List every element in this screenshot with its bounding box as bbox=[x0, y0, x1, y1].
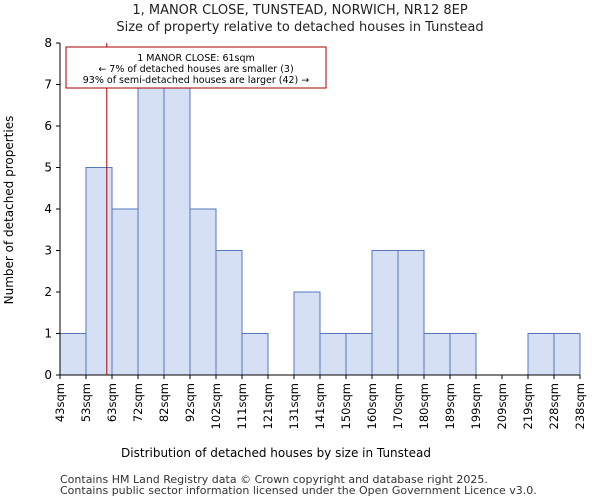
bar-150sqm bbox=[345, 333, 373, 376]
bar-219sqm bbox=[527, 333, 555, 376]
annotation-line-3: 93% of semi-detached houses are larger (… bbox=[83, 75, 310, 86]
annotation-line-1: 1 MANOR CLOSE: 61sqm bbox=[137, 53, 255, 64]
x-tick-label: 72sqm bbox=[131, 383, 145, 422]
x-tick-label: 180sqm bbox=[417, 383, 431, 429]
y-tick-label: 0 bbox=[44, 368, 52, 382]
x-tick-label: 121sqm bbox=[261, 383, 275, 429]
x-tick-label: 111sqm bbox=[235, 383, 249, 429]
chart-title: 1, MANOR CLOSE, TUNSTEAD, NORWICH, NR12 … bbox=[132, 3, 468, 18]
bar-160sqm bbox=[371, 250, 399, 376]
x-tick-label: 150sqm bbox=[339, 383, 353, 429]
bar-180sqm bbox=[423, 333, 451, 376]
bar-170sqm bbox=[397, 250, 425, 376]
x-axis-label: Distribution of detached houses by size … bbox=[121, 446, 431, 460]
bar-102sqm bbox=[215, 250, 243, 376]
x-tick-label: 92sqm bbox=[183, 383, 197, 422]
bar-189sqm bbox=[449, 333, 477, 376]
bars-group bbox=[59, 84, 581, 376]
bar-72sqm bbox=[137, 84, 165, 376]
y-axis: 0 1 2 3 4 5 6 7 8 bbox=[44, 36, 61, 382]
x-tick-label: 141sqm bbox=[313, 383, 327, 429]
bar-43sqm bbox=[59, 333, 87, 376]
x-tick-label: 131sqm bbox=[287, 383, 301, 429]
bar-82sqm bbox=[163, 84, 191, 376]
x-tick-label: 199sqm bbox=[469, 383, 483, 429]
y-tick-label: 5 bbox=[44, 161, 52, 175]
bar-111sqm bbox=[241, 333, 269, 376]
y-tick-label: 6 bbox=[44, 119, 52, 133]
y-tick-label: 2 bbox=[44, 285, 52, 299]
y-tick-label: 3 bbox=[44, 244, 52, 258]
chart-subtitle: Size of property relative to detached ho… bbox=[116, 20, 484, 35]
x-tick-label: 102sqm bbox=[209, 383, 223, 429]
x-tick-label: 219sqm bbox=[521, 383, 535, 429]
y-tick-label: 1 bbox=[44, 327, 52, 341]
footer-line-2: Contains public sector information licen… bbox=[60, 484, 537, 497]
x-tick-label: 82sqm bbox=[157, 383, 171, 422]
bar-141sqm bbox=[319, 333, 347, 376]
bar-131sqm bbox=[293, 291, 321, 376]
bar-92sqm bbox=[189, 208, 217, 376]
y-tick-label: 8 bbox=[44, 36, 52, 50]
bar-228sqm bbox=[553, 333, 581, 376]
x-axis: 43sqm 53sqm 63sqm 72sqm 82sqm 92sqm 102sqm 111s… bbox=[53, 374, 587, 429]
footer-line-1: Contains HM Land Registry data © Crown c… bbox=[60, 473, 488, 486]
x-tick-label: 170sqm bbox=[391, 383, 405, 429]
annotation-box: 1 MANOR CLOSE: 61sqm ← 7% of detached ho… bbox=[65, 46, 327, 89]
x-tick-label: 63sqm bbox=[105, 383, 119, 422]
annotation-line-2: ← 7% of detached houses are smaller (3) bbox=[98, 64, 293, 75]
bar-63sqm bbox=[111, 208, 139, 376]
y-axis-label: Number of detached properties bbox=[2, 116, 16, 305]
x-tick-label: 238sqm bbox=[573, 383, 587, 429]
x-tick-label: 43sqm bbox=[53, 383, 67, 422]
bar-53sqm bbox=[85, 167, 113, 376]
x-tick-label: 228sqm bbox=[547, 383, 561, 429]
x-tick-label: 160sqm bbox=[365, 383, 379, 429]
x-tick-label: 209sqm bbox=[495, 383, 509, 429]
y-tick-label: 7 bbox=[44, 78, 52, 92]
y-tick-label: 4 bbox=[44, 202, 52, 216]
x-tick-label: 53sqm bbox=[79, 383, 93, 422]
x-tick-label: 189sqm bbox=[443, 383, 457, 429]
